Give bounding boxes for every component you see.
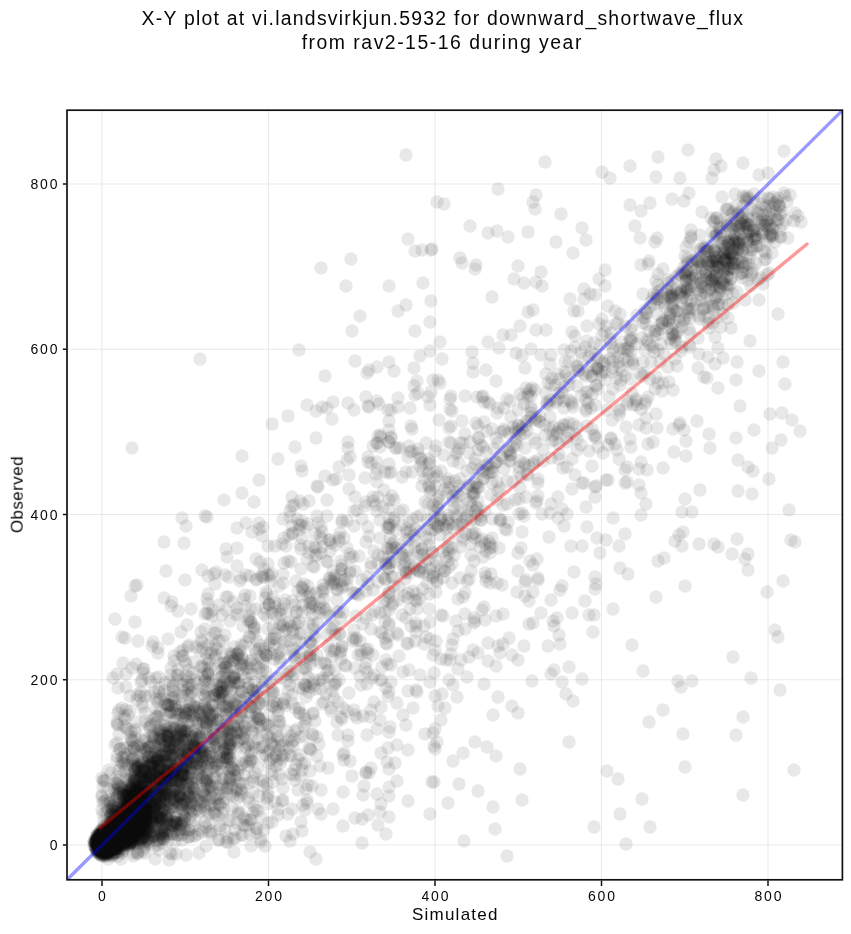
svg-text:400: 400 — [422, 888, 449, 904]
svg-text:Observed: Observed — [8, 456, 27, 533]
svg-text:X-Y plot at vi.landsvirkjun.59: X-Y plot at vi.landsvirkjun.5932 for dow… — [142, 7, 744, 30]
svg-text:0: 0 — [50, 837, 58, 853]
svg-text:600: 600 — [588, 888, 615, 904]
svg-text:800: 800 — [31, 176, 58, 192]
svg-text:Simulated: Simulated — [412, 905, 498, 924]
svg-text:200: 200 — [31, 672, 58, 688]
svg-text:0: 0 — [98, 888, 106, 904]
svg-text:800: 800 — [755, 888, 782, 904]
svg-text:from rav2-15-16 during year: from rav2-15-16 during year — [302, 31, 582, 53]
svg-text:200: 200 — [255, 888, 282, 904]
svg-text:600: 600 — [31, 341, 58, 357]
svg-text:400: 400 — [31, 507, 58, 523]
